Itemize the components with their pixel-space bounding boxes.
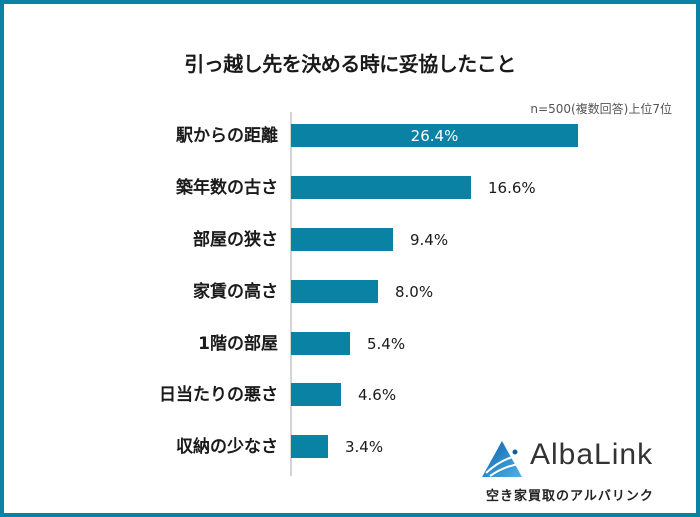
category-label: 収納の少なさ: [176, 437, 278, 457]
bar-row: 1階の部屋 5.4%: [4, 332, 696, 356]
bar-row: 家賃の高さ 8.0%: [4, 280, 696, 304]
bar-row: 日当たりの悪さ 4.6%: [4, 383, 696, 407]
bar: [291, 383, 341, 406]
value-label: 5.4%: [367, 335, 406, 353]
chart-title: 引っ越し先を決める時に妥協したこと: [184, 52, 516, 76]
value-label: 9.4%: [410, 231, 449, 249]
bar: [291, 435, 328, 458]
value-label: 4.6%: [358, 386, 397, 404]
bar-row: 築年数の古さ 16.6%: [4, 176, 696, 200]
brand-name: AlbaLink: [530, 438, 654, 471]
value-label: 3.4%: [345, 438, 384, 456]
bar-row: 駅からの距離 26.4%: [4, 124, 696, 148]
albalink-logo: AlbaLink 空き家買取のアルバリンク: [482, 438, 682, 508]
bar: [291, 280, 378, 303]
value-label: 8.0%: [395, 283, 434, 301]
category-label: 家賃の高さ: [193, 282, 278, 302]
bar: [291, 176, 471, 199]
category-label: 日当たりの悪さ: [159, 385, 278, 405]
bar: [291, 228, 393, 251]
category-label: 築年数の古さ: [176, 178, 278, 198]
sample-note: n=500(複数回答)上位7位: [530, 102, 672, 116]
brand-tagline: 空き家買取のアルバリンク: [486, 489, 654, 504]
bar: [291, 332, 350, 355]
bar-row: 収納の少なさ 3.4%: [4, 435, 696, 459]
value-label: 16.6%: [488, 179, 536, 197]
bar: [291, 124, 578, 147]
category-label: 部屋の狭さ: [193, 230, 278, 250]
bar-row: 部屋の狭さ 9.4%: [4, 228, 696, 252]
category-label: 駅からの距離: [176, 126, 278, 146]
category-label: 1階の部屋: [198, 334, 278, 354]
triangle-logo-icon: [482, 441, 522, 477]
value-label: 26.4%: [410, 127, 459, 145]
